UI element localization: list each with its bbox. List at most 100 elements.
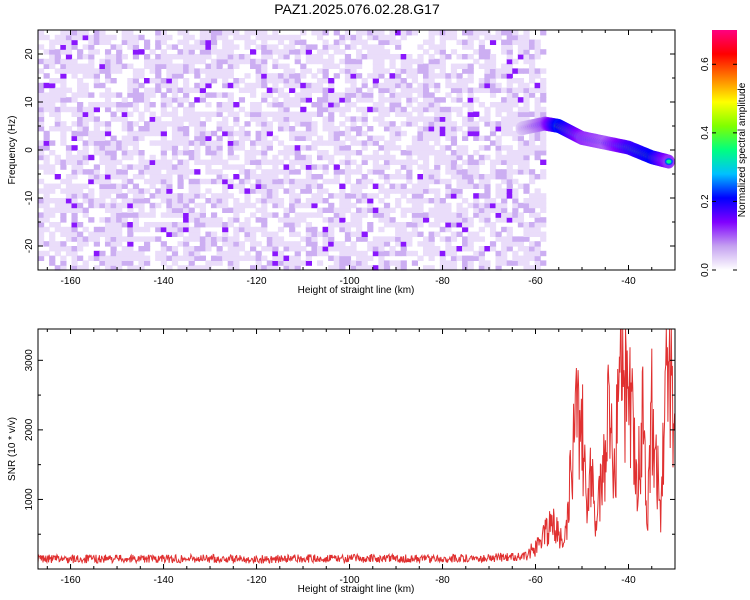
heatmap-cell: [417, 231, 424, 237]
heatmap-cell: [60, 241, 67, 247]
heatmap-cell: [506, 73, 513, 79]
heatmap-cell: [439, 34, 446, 41]
heatmap-cell: [484, 154, 491, 161]
heatmap-cell: [65, 246, 73, 252]
heatmap-cell: [166, 207, 173, 213]
heatmap-cell: [378, 212, 385, 218]
heatmap-cell: [422, 135, 430, 141]
heatmap-cell: [160, 111, 167, 117]
heatmap-cell: [49, 140, 56, 146]
heatmap-cell: [428, 207, 435, 213]
heatmap-cell: [199, 92, 206, 98]
heatmap-cell: [467, 87, 474, 93]
heatmap-cell: [38, 154, 45, 161]
heatmap-cell: [400, 250, 407, 257]
heatmap-cell: [389, 87, 396, 93]
heatmap-cell: [261, 78, 268, 84]
heatmap-cell: [222, 82, 229, 89]
heatmap-cell: [104, 169, 112, 175]
heatmap-cell: [411, 140, 419, 146]
heatmap-cell: [445, 92, 452, 98]
heatmap-cell: [233, 58, 240, 65]
heatmap-cell: [529, 130, 536, 137]
heatmap-cell: [495, 202, 502, 209]
heatmap-cell: [305, 121, 312, 127]
heatmap-cell: [478, 236, 485, 242]
heatmap-cell: [506, 154, 513, 161]
heatmap-cell: [82, 34, 89, 41]
heatmap-cell: [155, 188, 162, 194]
heatmap-cell: [188, 111, 195, 117]
heatmap-cell: [339, 183, 346, 189]
heatmap-cell: [250, 58, 257, 65]
heatmap-cell: [93, 30, 100, 36]
heatmap-cell: [411, 135, 419, 141]
heatmap-cell: [110, 188, 117, 194]
heatmap-cell: [294, 130, 301, 137]
heatmap-cell: [540, 207, 547, 213]
heatmap-cell: [350, 231, 357, 237]
heatmap-cell: [484, 207, 491, 213]
heatmap-cell: [434, 130, 441, 137]
heatmap-cell: [316, 111, 324, 117]
heatmap-cell: [54, 111, 61, 117]
heatmap-cell: [434, 116, 441, 122]
heatmap-cell: [82, 30, 89, 36]
heatmap-cell: [450, 73, 458, 79]
heatmap-cell: [261, 30, 268, 36]
heatmap-cell: [484, 217, 491, 223]
heatmap-cell: [339, 106, 346, 113]
heatmap-cell: [277, 54, 285, 60]
heatmap-cell: [417, 207, 424, 213]
heatmap-cell: [38, 202, 45, 209]
heatmap-cell: [383, 145, 391, 151]
heatmap-cell: [540, 130, 547, 137]
heatmap-cell: [512, 260, 519, 266]
heatmap-cell: [534, 82, 541, 89]
heatmap-cell: [121, 97, 128, 103]
heatmap-cell: [517, 222, 525, 228]
heatmap-cell: [199, 236, 206, 242]
heatmap-cell: [344, 34, 352, 41]
heatmap-cell: [383, 265, 391, 271]
heatmap-cell: [300, 188, 307, 194]
heatmap-cell: [506, 169, 513, 175]
heatmap-cell: [277, 34, 285, 41]
heatmap-cell: [523, 183, 530, 189]
heatmap-cell: [289, 44, 296, 50]
heatmap-cell: [356, 183, 363, 189]
heatmap-cell: [99, 34, 106, 41]
heatmap-cell: [512, 236, 519, 242]
heatmap-cell: [383, 236, 391, 242]
heatmap-cell: [456, 111, 463, 117]
heatmap-cell: [434, 30, 441, 36]
heatmap-cell: [462, 169, 469, 175]
heatmap-cell: [361, 183, 368, 189]
heatmap-cell: [311, 111, 318, 117]
heatmap-cell: [339, 198, 346, 204]
heatmap-cell: [422, 102, 430, 108]
x-tick-label: -40: [621, 575, 636, 586]
heatmap-cell: [171, 135, 179, 141]
heatmap-cell: [445, 202, 452, 209]
heatmap-cell: [428, 97, 435, 103]
heatmap-cell: [60, 130, 67, 137]
spectrogram-cells: [38, 30, 675, 271]
heatmap-cell: [512, 34, 519, 41]
heatmap-cell: [289, 231, 296, 237]
x-tick-label: -100: [340, 575, 360, 586]
heatmap-cell: [378, 116, 385, 122]
heatmap-cell: [183, 159, 190, 165]
heatmap-cell: [395, 106, 402, 113]
heatmap-cell: [277, 39, 285, 45]
heatmap-cell: [160, 154, 167, 161]
heatmap-cell: [38, 145, 45, 151]
heatmap-cell: [177, 265, 184, 271]
heatmap-cell: [289, 241, 296, 247]
heatmap-cell: [65, 106, 73, 113]
heatmap-cell: [77, 87, 84, 93]
heatmap-cell: [132, 183, 140, 189]
heatmap-cell: [294, 169, 301, 175]
heatmap-cell: [395, 92, 402, 98]
heatmap-cell: [188, 226, 195, 233]
